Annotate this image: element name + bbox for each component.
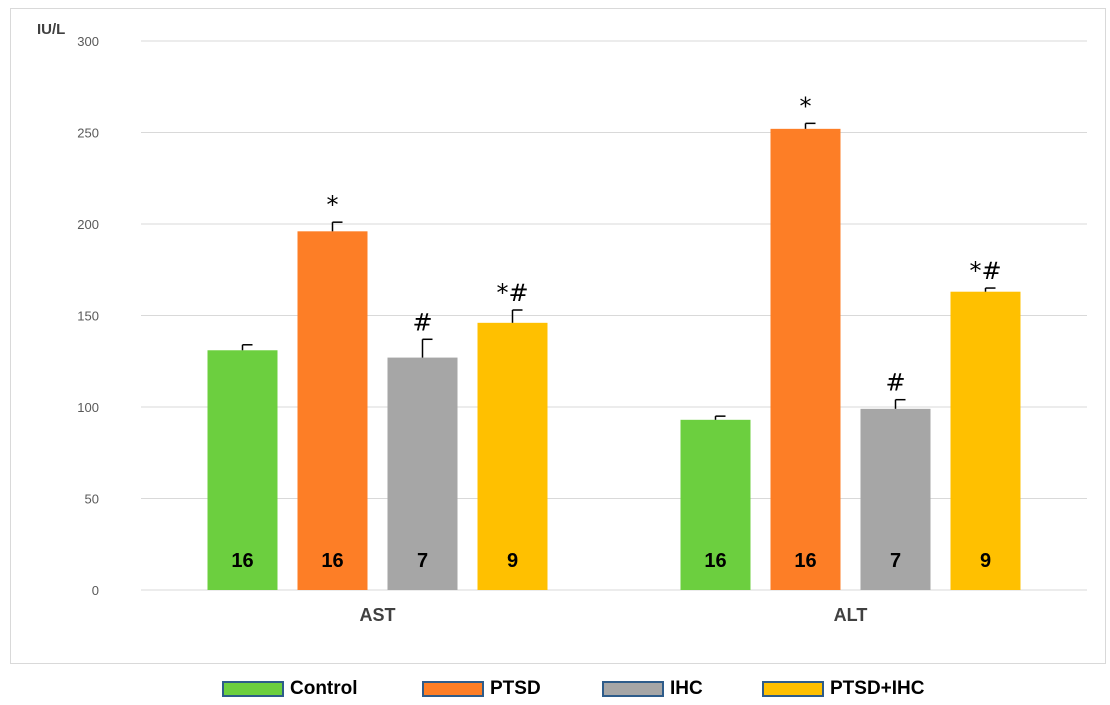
x-axis-categories: AST ALT (360, 605, 868, 625)
y-tick-label: 150 (77, 309, 99, 324)
legend-label: IHC (670, 678, 703, 700)
y-tick-label: 0 (92, 583, 99, 598)
legend-item: Control (222, 678, 358, 700)
x-category-label: ALT (834, 605, 868, 625)
chart-frame: 0 50 100 150 200 250 300 16 16 * 7 #9 *# 16 16 * 7 #9 *# … (10, 8, 1106, 664)
bars: 16 16 * 7 #9 *# 16 16 * 7 #9 *# (208, 92, 1021, 590)
significance-marker: # (885, 369, 905, 397)
y-tick-label: 250 (77, 126, 99, 141)
significance-marker: *# (496, 279, 528, 307)
legend: Control PTSD IHC PTSD+IHC (0, 678, 1110, 704)
significance-marker: *# (969, 257, 1001, 285)
sample-size-label: 9 (507, 550, 518, 572)
y-axis-unit-label: IU/L (37, 21, 65, 38)
legend-swatch (422, 681, 484, 697)
legend-item: PTSD+IHC (762, 678, 925, 700)
legend-swatch (602, 681, 664, 697)
sample-size-label: 7 (417, 550, 428, 572)
sample-size-label: 16 (794, 550, 816, 572)
sample-size-label: 9 (980, 550, 991, 572)
y-tick-label: 300 (77, 34, 99, 49)
sample-size-label: 16 (231, 550, 253, 572)
y-axis-ticks: 0 50 100 150 200 250 300 (77, 34, 99, 598)
y-tick-label: 50 (85, 492, 99, 507)
legend-label: PTSD (490, 678, 541, 700)
legend-swatch (762, 681, 824, 697)
bar (298, 231, 368, 590)
significance-marker: * (800, 92, 812, 120)
legend-item: PTSD (422, 678, 541, 700)
significance-marker: # (412, 308, 432, 336)
x-category-label: AST (360, 605, 396, 625)
legend-item: IHC (602, 678, 703, 700)
legend-label: PTSD+IHC (830, 678, 925, 700)
bar (771, 129, 841, 590)
gridlines (141, 41, 1087, 499)
sample-size-label: 7 (890, 550, 901, 572)
sample-size-label: 16 (321, 550, 343, 572)
y-tick-label: 200 (77, 217, 99, 232)
bar (951, 292, 1021, 590)
legend-label: Control (290, 678, 358, 700)
significance-marker: * (327, 191, 339, 219)
sample-size-label: 16 (704, 550, 726, 572)
y-tick-label: 100 (77, 400, 99, 415)
legend-swatch (222, 681, 284, 697)
